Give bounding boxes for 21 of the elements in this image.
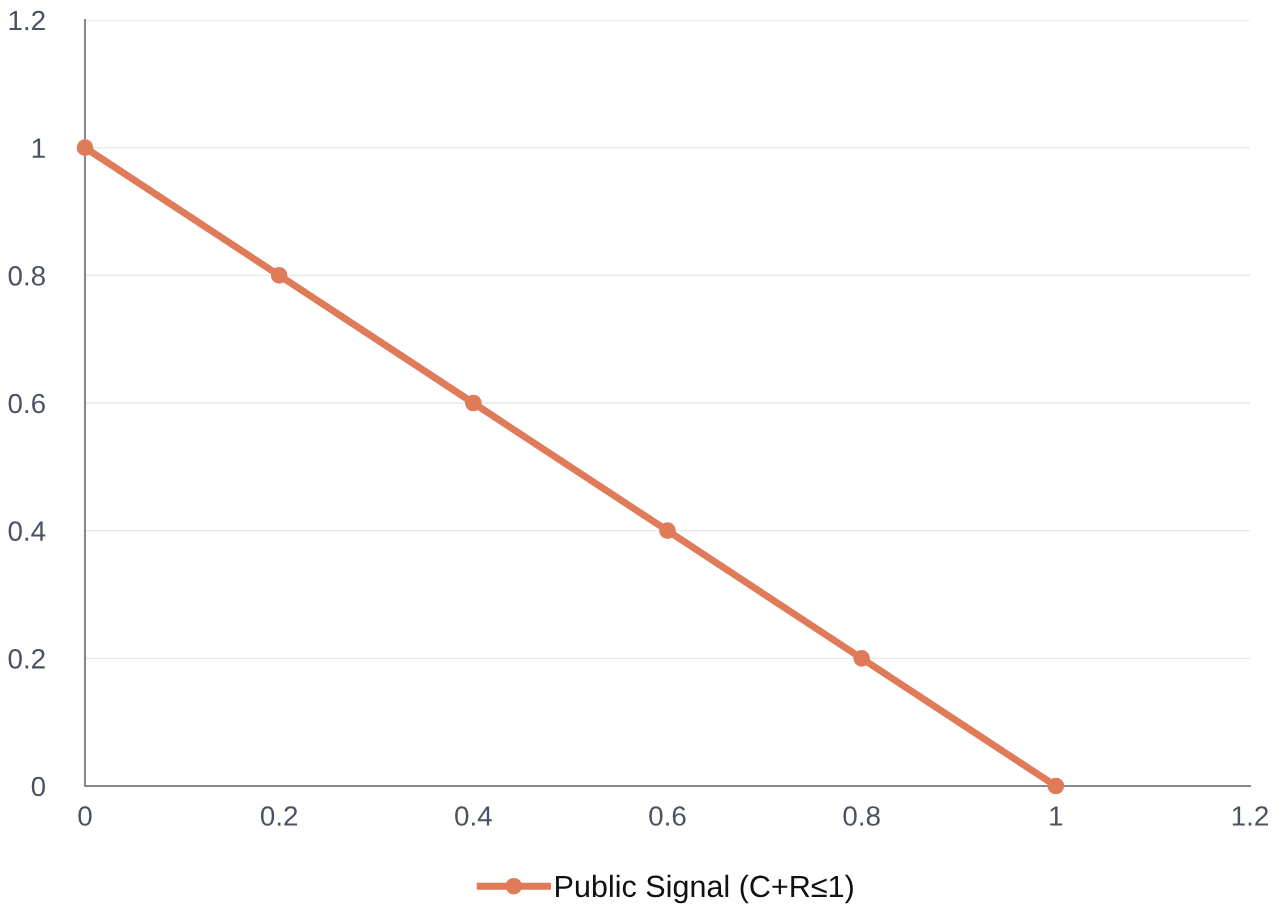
point bbox=[464, 394, 482, 412]
x-tick-label: 0 bbox=[78, 806, 92, 826]
x-tick-label: 0.2 bbox=[260, 806, 298, 826]
legend-label: Public Signal (C+R≤1) bbox=[556, 874, 853, 904]
y-tick-label: 0.8 bbox=[8, 266, 45, 286]
point bbox=[1047, 777, 1065, 795]
point bbox=[76, 139, 94, 157]
y-tick-label: 0 bbox=[31, 776, 46, 797]
y-tick-label: 0.4 bbox=[8, 521, 46, 542]
y-tick-label: 0.6 bbox=[8, 393, 45, 414]
y-tick-label: 0.2 bbox=[8, 649, 45, 669]
point bbox=[270, 266, 288, 284]
x-tick-label: 0.8 bbox=[843, 806, 880, 826]
x-tick-label: 1 bbox=[1050, 806, 1063, 826]
point bbox=[659, 522, 676, 540]
point bbox=[853, 649, 871, 667]
y-tick-label: 1.2 bbox=[9, 10, 45, 31]
x-tick-label: 0.6 bbox=[649, 806, 686, 826]
y-tick-label: 1 bbox=[32, 138, 45, 158]
x-tick-label: 1.2 bbox=[1232, 806, 1268, 826]
x-tick-label: 0.4 bbox=[455, 806, 492, 826]
